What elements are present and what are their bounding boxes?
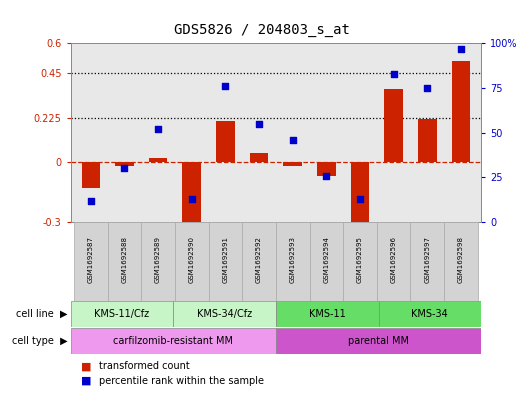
Text: GSM1692595: GSM1692595 bbox=[357, 236, 363, 283]
Bar bbox=[276, 301, 379, 327]
Bar bbox=[209, 222, 242, 301]
Point bbox=[423, 85, 431, 91]
Point bbox=[188, 196, 196, 202]
Bar bbox=[418, 119, 437, 162]
Text: ■: ■ bbox=[81, 361, 92, 371]
Bar bbox=[444, 222, 478, 301]
Text: GDS5826 / 204803_s_at: GDS5826 / 204803_s_at bbox=[174, 23, 349, 37]
Bar bbox=[74, 222, 108, 301]
Text: percentile rank within the sample: percentile rank within the sample bbox=[99, 376, 264, 386]
Point bbox=[390, 70, 398, 77]
Text: parental MM: parental MM bbox=[348, 336, 409, 346]
Point bbox=[289, 137, 297, 143]
Text: KMS-34: KMS-34 bbox=[412, 309, 448, 319]
Bar bbox=[71, 301, 173, 327]
Bar bbox=[173, 301, 276, 327]
Bar bbox=[317, 162, 336, 176]
Bar bbox=[411, 222, 444, 301]
Text: KMS-11: KMS-11 bbox=[309, 309, 346, 319]
Text: GSM1692596: GSM1692596 bbox=[391, 236, 396, 283]
Bar bbox=[452, 61, 470, 162]
Bar bbox=[310, 222, 343, 301]
Point bbox=[87, 197, 95, 204]
Bar bbox=[216, 121, 235, 162]
Point bbox=[120, 165, 129, 171]
Text: GSM1692589: GSM1692589 bbox=[155, 236, 161, 283]
Text: KMS-11/Cfz: KMS-11/Cfz bbox=[94, 309, 150, 319]
Text: GSM1692588: GSM1692588 bbox=[121, 236, 128, 283]
Text: cell line  ▶: cell line ▶ bbox=[17, 309, 68, 319]
Text: GSM1692587: GSM1692587 bbox=[88, 236, 94, 283]
Text: GSM1692598: GSM1692598 bbox=[458, 236, 464, 283]
Bar bbox=[141, 222, 175, 301]
Bar bbox=[276, 328, 481, 354]
Text: transformed count: transformed count bbox=[99, 361, 190, 371]
Bar bbox=[82, 162, 100, 188]
Bar bbox=[343, 222, 377, 301]
Text: GSM1692597: GSM1692597 bbox=[424, 236, 430, 283]
Text: KMS-34/Cfz: KMS-34/Cfz bbox=[197, 309, 252, 319]
Bar bbox=[108, 222, 141, 301]
Text: GSM1692593: GSM1692593 bbox=[290, 236, 295, 283]
Bar bbox=[149, 158, 167, 162]
Text: GSM1692591: GSM1692591 bbox=[222, 236, 229, 283]
Point bbox=[255, 121, 263, 127]
Point bbox=[154, 126, 162, 132]
Bar bbox=[351, 162, 369, 228]
Bar bbox=[115, 162, 134, 166]
Bar bbox=[242, 222, 276, 301]
Point bbox=[356, 196, 364, 202]
Bar bbox=[384, 89, 403, 162]
Bar bbox=[276, 222, 310, 301]
Text: GSM1692592: GSM1692592 bbox=[256, 236, 262, 283]
Text: carfilzomib-resistant MM: carfilzomib-resistant MM bbox=[113, 336, 233, 346]
Point bbox=[457, 46, 465, 52]
Text: cell type  ▶: cell type ▶ bbox=[13, 336, 68, 346]
Bar bbox=[379, 301, 481, 327]
Bar bbox=[71, 328, 276, 354]
Bar bbox=[183, 162, 201, 226]
Text: ■: ■ bbox=[81, 376, 92, 386]
Bar bbox=[283, 162, 302, 166]
Bar bbox=[377, 222, 411, 301]
Text: GSM1692594: GSM1692594 bbox=[323, 236, 329, 283]
Point bbox=[322, 173, 331, 179]
Point bbox=[221, 83, 230, 89]
Bar bbox=[250, 152, 268, 162]
Bar bbox=[175, 222, 209, 301]
Text: GSM1692590: GSM1692590 bbox=[189, 236, 195, 283]
